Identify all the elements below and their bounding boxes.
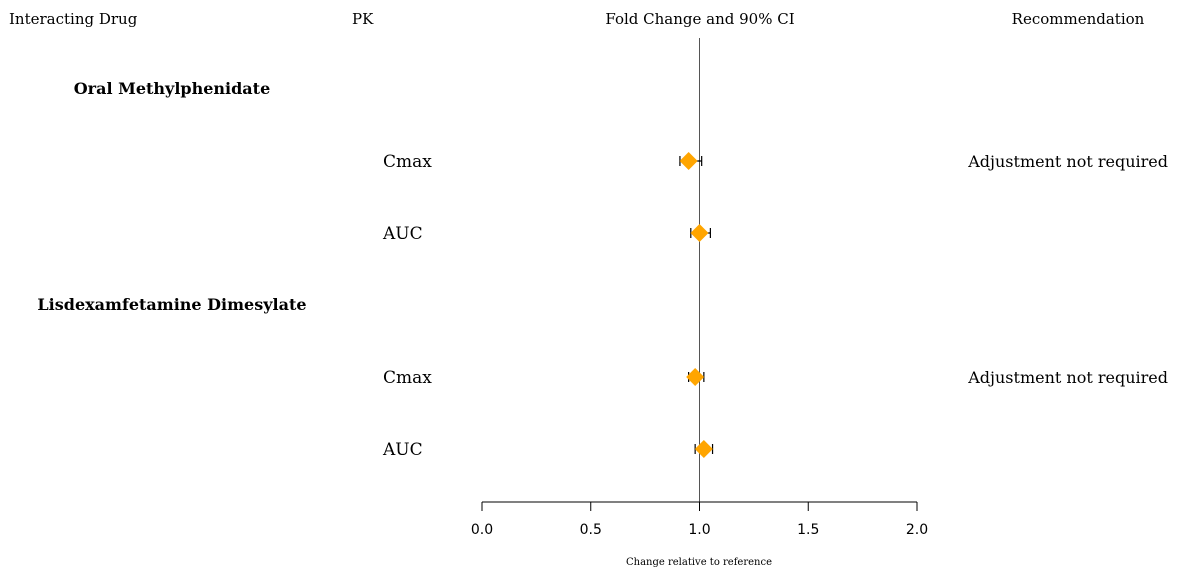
pk-label: Cmax	[383, 152, 432, 172]
recommendation-text: Adjustment not required	[967, 152, 1168, 171]
x-axis: 0.0 0.5 1.0 1.5 2.0	[471, 501, 928, 538]
rows-layer: Oral Methylphenidate Cmax Adjustment not r…	[37, 38, 1168, 502]
x-tick-label: 1.0	[688, 522, 710, 538]
header-pk: PK	[352, 10, 374, 28]
point-estimate-marker	[690, 224, 709, 242]
header-interacting-drug: Interacting Drug	[9, 10, 138, 28]
group-label: Lisdexamfetamine Dimesylate	[37, 295, 306, 314]
x-tick-label: 0.0	[471, 522, 493, 538]
x-tick-label: 1.5	[797, 522, 819, 538]
point-estimate-marker	[686, 368, 705, 386]
header-fold-change: Fold Change and 90% CI	[605, 10, 794, 28]
pk-label: AUC	[382, 440, 423, 460]
recommendation-text: Adjustment not required	[967, 368, 1168, 387]
group-label: Oral Methylphenidate	[74, 79, 271, 98]
pk-label: AUC	[382, 224, 423, 244]
x-axis-label: Change relative to reference	[626, 557, 772, 568]
header-recommendation: Recommendation	[1012, 10, 1145, 28]
x-tick-label: 2.0	[906, 522, 928, 538]
point-estimate-marker	[694, 440, 713, 458]
x-tick-label: 0.5	[580, 522, 602, 538]
point-estimate-marker	[679, 152, 698, 170]
pk-label: Cmax	[383, 368, 432, 388]
